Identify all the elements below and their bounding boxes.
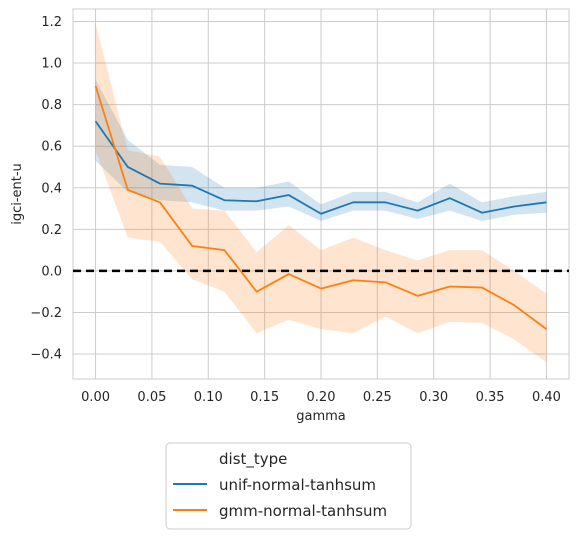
x-tick-label: 0.20 (307, 390, 336, 405)
y-tick-label: 1.0 (41, 57, 62, 72)
x-tick-label: 0.40 (532, 390, 561, 405)
legend-label-gmm: gmm-normal-tanhsum (219, 502, 387, 520)
y-tick-labels: −0.4 −0.2 0.0 0.2 0.4 0.6 0.8 1.0 1.2 (30, 15, 62, 363)
y-tick-label: 0.0 (41, 264, 62, 279)
legend: dist_type unif-normal-tanhsum gmm-normal… (165, 442, 412, 530)
y-tick-label: 1.2 (41, 15, 62, 30)
x-axis-label: gamma (296, 409, 346, 424)
x-tick-labels: 0.00 0.05 0.10 0.15 0.20 0.25 0.30 0.35 0.40 (81, 390, 561, 405)
y-axis-label: igci-ent-u (10, 163, 25, 225)
x-tick-label: 0.35 (476, 390, 505, 405)
confidence-bands (95, 23, 547, 363)
legend-label-unif: unif-normal-tanhsum (219, 476, 376, 494)
y-tick-label: 0.4 (41, 181, 62, 196)
grid (73, 9, 569, 379)
x-tick-label: 0.10 (194, 390, 223, 405)
x-tick-label: 0.15 (250, 390, 279, 405)
x-tick-label: 0.30 (419, 390, 448, 405)
y-tick-label: 0.2 (41, 223, 62, 238)
confidence-band-gmm (95, 23, 547, 363)
confidence-band-unif (95, 79, 547, 222)
y-tick-label: −0.2 (30, 306, 62, 321)
x-tick-label: 0.05 (137, 390, 166, 405)
y-tick-label: 0.8 (41, 98, 62, 113)
legend-box (165, 442, 412, 530)
series-lines (94, 85, 547, 330)
y-tick-label: 0.6 (41, 140, 62, 155)
legend-title: dist_type (219, 450, 287, 469)
y-tick-label: −0.4 (30, 348, 62, 363)
x-tick-label: 0.00 (81, 390, 110, 405)
x-tick-label: 0.25 (363, 390, 392, 405)
